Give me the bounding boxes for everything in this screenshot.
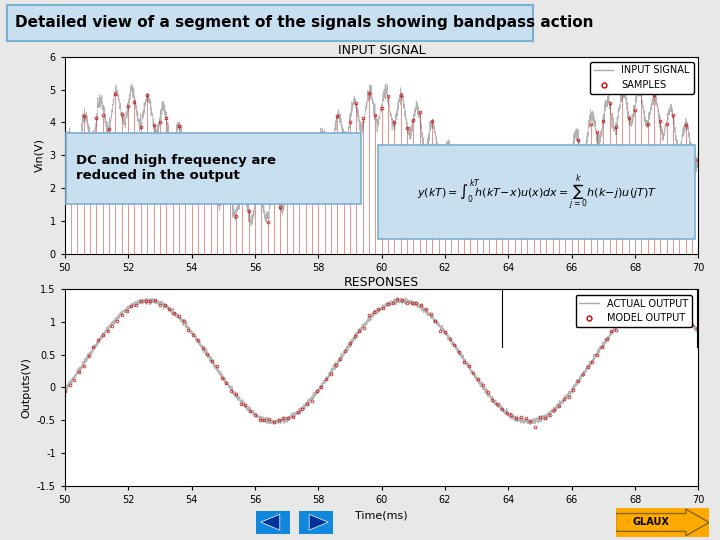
Polygon shape (616, 509, 709, 536)
Title: RESPONSES: RESPONSES (344, 276, 419, 289)
Text: GLAUX: GLAUX (633, 517, 670, 528)
FancyBboxPatch shape (256, 511, 290, 534)
Title: INPUT SIGNAL: INPUT SIGNAL (338, 44, 426, 57)
Y-axis label: Outputs(V): Outputs(V) (22, 357, 32, 418)
Legend: INPUT SIGNAL, SAMPLES: INPUT SIGNAL, SAMPLES (590, 62, 693, 94)
Text: Detailed view of a segment of the signals showing bandpass action: Detailed view of a segment of the signal… (15, 16, 593, 30)
Text: DC and high frequency are
reduced in the output: DC and high frequency are reduced in the… (76, 154, 276, 183)
X-axis label: Time(ms): Time(ms) (355, 511, 408, 521)
Legend: ACTUAL OUTPUT, MODEL OUTPUT: ACTUAL OUTPUT, MODEL OUTPUT (575, 295, 692, 327)
Text: $y(kT)=\int_0^{kT}\!\!h(kT\!-\!x)u(x)dx=\sum_{j=0}^{k}h(k\!-\!j)u(jT)T$: $y(kT)=\int_0^{kT}\!\!h(kT\!-\!x)u(x)dx=… (417, 173, 657, 213)
FancyBboxPatch shape (379, 145, 696, 239)
Y-axis label: Vin(V): Vin(V) (34, 138, 44, 172)
FancyBboxPatch shape (66, 133, 361, 204)
FancyBboxPatch shape (299, 511, 333, 534)
Polygon shape (309, 514, 328, 530)
Polygon shape (261, 514, 280, 530)
